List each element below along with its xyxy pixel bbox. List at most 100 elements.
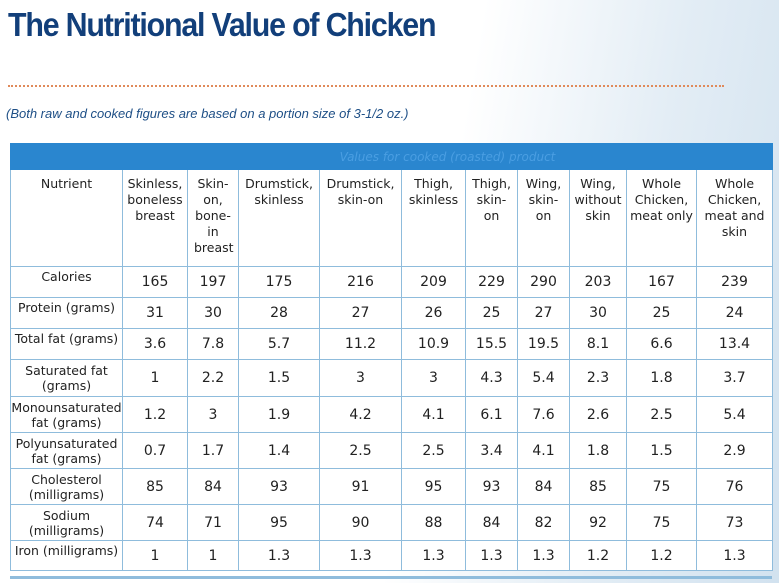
- table-cell: 76: [695, 468, 774, 505]
- table-cell: 90: [319, 504, 402, 541]
- table-cell: 82: [517, 504, 570, 541]
- table-cell: 1.3: [401, 540, 466, 571]
- table-cell: 85: [569, 468, 627, 505]
- table-cell: 26: [401, 297, 466, 329]
- table-cell: 95: [238, 504, 320, 541]
- table-cell: 1.2: [569, 540, 627, 571]
- portion-note: (Both raw and cooked figures are based o…: [6, 106, 409, 121]
- table-cell: 1.8: [569, 432, 627, 469]
- table-cell: 1: [122, 540, 188, 571]
- nutrition-table-container: Values for cooked (roasted) product Nutr…: [10, 143, 774, 571]
- page-title: The Nutritional Value of Chicken: [8, 6, 437, 43]
- table-cell: 197: [187, 266, 239, 298]
- table-cell: 2.9: [695, 432, 774, 469]
- table-cell: 165: [122, 266, 188, 298]
- table-cell: 25: [626, 297, 697, 329]
- table-cell: 95: [401, 468, 466, 505]
- table-row: Polyunsaturated fat (grams) 0.7 1.7 1.4 2.5 2…: [10, 432, 774, 469]
- table-cell: 1.5: [238, 359, 320, 397]
- table-cell: 93: [465, 468, 518, 505]
- table-cell: 7.6: [517, 396, 570, 433]
- table-cell: 11.2: [319, 328, 402, 360]
- table-cell: 1.3: [238, 540, 320, 571]
- table-cell: 3: [401, 359, 466, 397]
- table-cell: 6.6: [626, 328, 697, 360]
- table-cell: 84: [517, 468, 570, 505]
- table-cell: 4.1: [517, 432, 570, 469]
- table-cell: 1.3: [319, 540, 402, 571]
- column-header: Thigh, skin-on: [465, 169, 518, 267]
- table-cell: 1.3: [517, 540, 570, 571]
- table-cell: 27: [319, 297, 402, 329]
- table-cell: 290: [517, 266, 570, 298]
- table-cell: 2.5: [401, 432, 466, 469]
- nutrient-label: Total fat (grams): [10, 328, 123, 360]
- table-cell: 1.7: [187, 432, 239, 469]
- table-cell: 1.4: [238, 432, 320, 469]
- column-header: Wing, skin-on: [517, 169, 570, 267]
- table-cell: 1: [187, 540, 239, 571]
- table-cell: 1.3: [695, 540, 774, 571]
- nutrient-label: Saturated fat (grams): [10, 359, 123, 397]
- table-cell: 13.4: [695, 328, 774, 360]
- table-cell: 15.5: [465, 328, 518, 360]
- nutrient-label: Calories: [10, 266, 123, 298]
- table-cell: 3.4: [465, 432, 518, 469]
- nutrient-label: Sodium (milligrams): [10, 504, 123, 541]
- table-cell: 73: [695, 504, 774, 541]
- table-cell: 203: [569, 266, 627, 298]
- table-cell: 74: [122, 504, 188, 541]
- table-row: Total fat (grams) 3.6 7.8 5.7 11.2 10.9 15.5 19…: [10, 328, 774, 360]
- table-cell: 1.5: [626, 432, 697, 469]
- column-header: Drumstick, skin-on: [319, 169, 402, 267]
- table-cell: 7.8: [187, 328, 239, 360]
- table-cell: 167: [626, 266, 697, 298]
- table-cell: 6.1: [465, 396, 518, 433]
- column-header: Whole Chicken, meat and skin: [695, 169, 774, 267]
- column-header: Skin-on, bone-in breast: [187, 169, 239, 267]
- table-cell: 30: [569, 297, 627, 329]
- table-cell: 75: [626, 468, 697, 505]
- table-row: Monounsaturated fat (grams) 1.2 3 1.9 4.2 4.1…: [10, 396, 774, 433]
- table-cell: 4.1: [401, 396, 466, 433]
- table-cell: 3.7: [695, 359, 774, 397]
- column-header: Skinless, boneless breast: [122, 169, 188, 267]
- table-banner: Values for cooked (roasted) product: [121, 143, 774, 170]
- nutrient-label: Iron (milligrams): [10, 540, 123, 571]
- table-cell: 216: [319, 266, 402, 298]
- table-cell: 30: [187, 297, 239, 329]
- table-cell: 8.1: [569, 328, 627, 360]
- table-cell: 91: [319, 468, 402, 505]
- table-cell: 2.3: [569, 359, 627, 397]
- table-cell: 0.7: [122, 432, 188, 469]
- table-cell: 5.7: [238, 328, 320, 360]
- table-cell: 75: [626, 504, 697, 541]
- table-cell: 92: [569, 504, 627, 541]
- table-cell: 24: [695, 297, 774, 329]
- banner-corner: [10, 143, 123, 170]
- column-header: Wing, without skin: [569, 169, 627, 267]
- table-cell: 88: [401, 504, 466, 541]
- table-cell: 1.9: [238, 396, 320, 433]
- table-cell: 3: [319, 359, 402, 397]
- nutrient-label: Monounsaturated fat (grams): [10, 396, 123, 433]
- table-row: Sodium (milligrams) 74 71 95 90 88 84 82 92 75 73: [10, 504, 774, 541]
- table-cell: 27: [517, 297, 570, 329]
- table-cell: 93: [238, 468, 320, 505]
- table-cell: 1.2: [626, 540, 697, 571]
- nutrient-header: Nutrient: [10, 169, 123, 267]
- table-row: Cholesterol (milligrams) 85 84 93 91 95 93 84 85…: [10, 468, 774, 505]
- table-cell: 2.5: [626, 396, 697, 433]
- table-cell: 25: [465, 297, 518, 329]
- table-cell: 2.5: [319, 432, 402, 469]
- nutrient-label: Polyunsaturated fat (grams): [10, 432, 123, 469]
- table-row: Protein (grams) 31 30 28 27 26 25 27 30 25 24: [10, 297, 774, 329]
- table-cell: 1.2: [122, 396, 188, 433]
- column-header: Drumstick, skinless: [238, 169, 320, 267]
- table-cell: 28: [238, 297, 320, 329]
- table-cell: 4.3: [465, 359, 518, 397]
- nutrient-label: Protein (grams): [10, 297, 123, 329]
- table-cell: 1.3: [465, 540, 518, 571]
- table-cell: 2.2: [187, 359, 239, 397]
- table-body: Calories 165 197 175 216 209 229 290 203 167 239 Pr…: [10, 266, 774, 571]
